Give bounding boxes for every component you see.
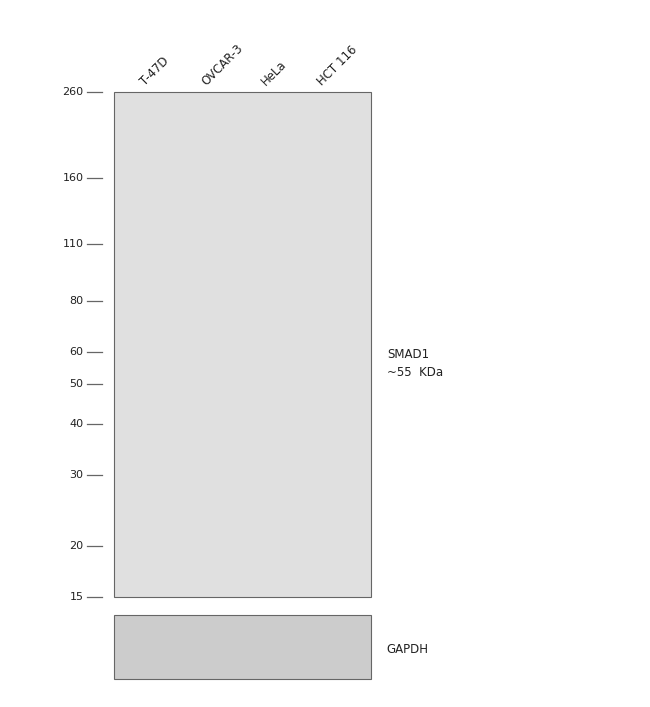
Text: 160: 160 xyxy=(62,173,83,183)
Text: OVCAR-3: OVCAR-3 xyxy=(200,42,246,88)
Text: 50: 50 xyxy=(70,379,83,389)
Text: GAPDH: GAPDH xyxy=(387,643,429,655)
Text: 15: 15 xyxy=(70,592,83,602)
Text: T-47D: T-47D xyxy=(138,54,172,88)
Text: HeLa: HeLa xyxy=(259,58,289,88)
Text: 110: 110 xyxy=(62,240,83,250)
Text: SMAD1
~55  KDa: SMAD1 ~55 KDa xyxy=(387,348,443,379)
Text: 30: 30 xyxy=(70,469,83,479)
Text: HCT 116: HCT 116 xyxy=(315,43,360,88)
Text: 40: 40 xyxy=(70,419,83,428)
Text: 20: 20 xyxy=(70,542,83,551)
Text: 80: 80 xyxy=(70,296,83,305)
Text: 60: 60 xyxy=(70,346,83,357)
Text: 260: 260 xyxy=(62,87,83,97)
